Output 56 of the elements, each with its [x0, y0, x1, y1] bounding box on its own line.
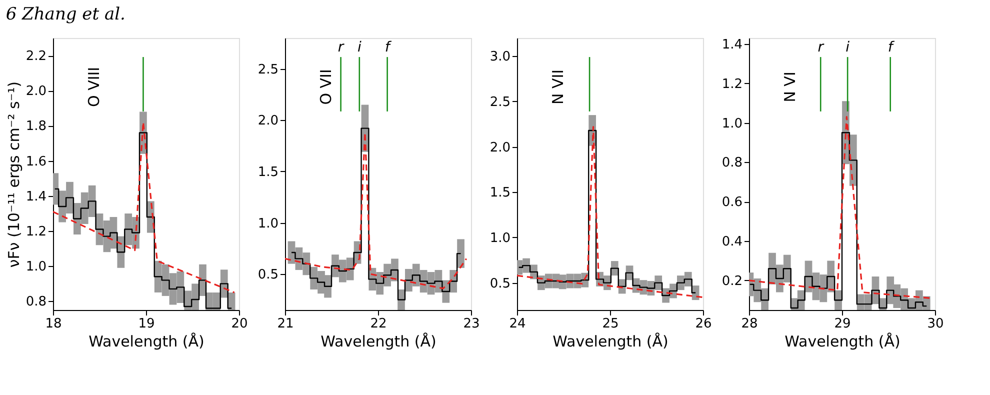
annotation: N VI [780, 72, 799, 102]
x-tick-label: 28 [741, 316, 758, 332]
line-series [749, 116, 932, 299]
y-tick-label: 1.4 [26, 189, 46, 204]
y-tick-label: 0.5 [258, 268, 278, 283]
x-tick-label: 18 [45, 316, 62, 332]
line-series [53, 121, 236, 294]
chart-title: 6 Zhang et al. [6, 4, 126, 24]
y-tick-label: 2.0 [258, 114, 278, 129]
x-tick-label: 26 [695, 316, 712, 332]
x-tick-label: 19 [138, 316, 155, 332]
x-axis-title: Wavelength (Å) [88, 332, 204, 350]
x-tick-label: 25 [602, 316, 619, 332]
y-tick-label: 1.8 [26, 119, 46, 134]
y-tick-label: 2.0 [26, 84, 46, 100]
y-tick-label: 2.2 [26, 49, 46, 64]
x-axis-title: Wavelength (Å) [552, 332, 668, 350]
ref-line-label: r [818, 39, 825, 56]
y-tick-label: 2.5 [490, 94, 510, 110]
y-tick-label: 2.0 [490, 140, 510, 156]
annotation: O VII [316, 69, 335, 105]
y-tick-label: 1.0 [490, 230, 510, 246]
y-tick-label: 1.0 [26, 260, 46, 275]
x-tick-label: 21 [277, 316, 294, 332]
y-axis-title: νFν (10⁻¹¹ ergs cm⁻² s⁻¹) [4, 81, 23, 268]
x-tick-label: 20 [231, 316, 248, 332]
y-tick-label: 0.8 [722, 156, 742, 171]
x-axis-title: Wavelength (Å) [784, 332, 900, 350]
y-tick-label: 1.0 [722, 116, 742, 132]
y-tick-label: 1.6 [26, 154, 46, 170]
x-tick-label: 29 [834, 316, 851, 332]
y-tick-label: 2.5 [258, 62, 278, 78]
ref-line-label: f [384, 39, 392, 56]
x-tick-label: 22 [370, 316, 387, 332]
x-axis-title: Wavelength (Å) [320, 332, 436, 350]
y-tick-label: 0.4 [722, 234, 742, 250]
y-tick-label: 1.5 [490, 186, 510, 201]
y-tick-label: 3.0 [490, 50, 510, 65]
x-tick-label: 24 [509, 316, 526, 332]
ref-line-label: i [846, 39, 850, 56]
x-tick-label: 23 [463, 316, 480, 332]
y-tick-label: 1.5 [258, 164, 278, 180]
y-tick-label: 0.5 [490, 276, 510, 292]
y-tick-label: 1.2 [26, 224, 46, 240]
y-tick-label: 0.8 [26, 294, 46, 310]
ref-line-label: i [357, 39, 362, 56]
annotation: N VII [548, 69, 567, 105]
ref-line-label: r [338, 39, 345, 56]
x-tick-label: 30 [927, 316, 944, 332]
annotation: O VIII [84, 66, 103, 108]
ref-line-label: f [888, 39, 895, 56]
y-tick-label: 1.2 [722, 76, 742, 92]
y-tick-label: 1.4 [722, 37, 742, 52]
y-tick-label: 0.6 [722, 195, 742, 210]
y-tick-label: 1.0 [258, 216, 278, 232]
y-tick-label: 0.2 [722, 274, 742, 289]
